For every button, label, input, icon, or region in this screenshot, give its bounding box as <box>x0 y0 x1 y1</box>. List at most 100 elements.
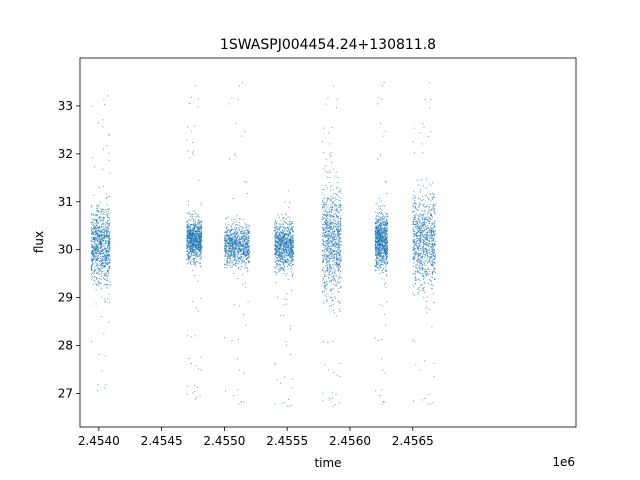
data-point <box>380 208 382 210</box>
data-point <box>329 290 331 292</box>
data-point <box>107 272 109 274</box>
data-point <box>96 244 98 246</box>
data-point <box>381 226 383 228</box>
data-point <box>381 220 383 222</box>
data-point <box>193 259 195 261</box>
data-point <box>336 261 338 263</box>
data-point <box>102 208 104 210</box>
data-point <box>334 249 336 251</box>
data-point <box>97 211 99 213</box>
data-point <box>374 270 376 272</box>
data-point <box>247 257 249 259</box>
data-point <box>385 243 387 245</box>
data-point <box>197 256 199 258</box>
data-point <box>200 255 202 257</box>
data-point <box>337 290 339 292</box>
data-point <box>102 257 104 259</box>
data-point <box>107 251 109 253</box>
data-point <box>199 248 201 250</box>
data-point <box>236 233 238 235</box>
data-point <box>278 229 280 231</box>
data-point <box>243 372 245 374</box>
data-point <box>247 231 249 233</box>
data-point <box>193 245 195 247</box>
data-point <box>292 252 294 254</box>
data-point <box>109 266 111 268</box>
data-point <box>97 250 99 252</box>
data-point <box>93 271 95 273</box>
data-point <box>200 230 202 232</box>
data-point <box>275 246 277 248</box>
data-point <box>248 246 250 248</box>
data-point <box>289 246 291 248</box>
data-point <box>276 223 278 225</box>
data-point <box>90 257 92 259</box>
data-point <box>288 231 290 233</box>
data-point <box>274 253 276 255</box>
data-point <box>245 247 247 249</box>
data-point <box>243 261 245 263</box>
data-point <box>326 223 328 225</box>
data-point <box>321 250 323 252</box>
data-point <box>334 199 336 201</box>
data-point <box>286 233 288 235</box>
data-point <box>332 243 334 245</box>
data-point <box>332 263 334 265</box>
data-point <box>106 228 108 230</box>
data-point <box>192 233 194 235</box>
data-point <box>96 238 98 240</box>
data-point <box>336 205 338 207</box>
data-point <box>96 215 98 217</box>
data-point <box>232 263 234 265</box>
data-point <box>380 239 382 241</box>
data-point <box>244 248 245 250</box>
data-point <box>191 248 193 250</box>
data-point <box>194 226 196 228</box>
data-point <box>376 257 378 259</box>
data-point <box>334 220 336 222</box>
data-point <box>287 249 289 251</box>
data-point <box>335 242 337 244</box>
data-point <box>280 236 282 238</box>
data-point <box>94 238 96 240</box>
data-point <box>197 241 199 243</box>
data-point <box>191 251 193 253</box>
data-point <box>226 258 228 260</box>
data-point <box>91 260 93 262</box>
data-point <box>322 270 324 272</box>
data-point <box>280 235 282 237</box>
data-point <box>332 215 334 217</box>
data-point <box>230 240 232 242</box>
data-point <box>201 246 203 248</box>
data-point <box>328 260 330 262</box>
data-point <box>325 257 327 259</box>
data-point <box>95 283 97 285</box>
data-point <box>197 310 199 312</box>
data-point <box>98 268 100 270</box>
data-point <box>238 222 240 224</box>
data-point <box>248 252 250 253</box>
data-point <box>330 216 332 218</box>
data-point <box>224 239 226 241</box>
data-point <box>198 234 200 236</box>
data-point <box>96 278 98 280</box>
data-point <box>324 244 326 246</box>
data-point <box>328 213 330 215</box>
data-point <box>378 251 380 253</box>
data-point <box>340 209 342 211</box>
data-point <box>290 268 292 270</box>
data-point <box>232 244 234 246</box>
data-point <box>227 250 229 252</box>
data-point <box>336 208 338 210</box>
data-point <box>381 250 383 252</box>
data-point <box>230 226 232 228</box>
data-point <box>188 237 190 239</box>
data-point <box>331 293 333 295</box>
data-point <box>288 236 289 238</box>
data-point <box>233 259 235 261</box>
data-point <box>190 263 192 265</box>
data-point <box>275 239 277 241</box>
data-point <box>194 228 196 230</box>
data-point <box>95 239 97 241</box>
data-point <box>245 259 247 261</box>
